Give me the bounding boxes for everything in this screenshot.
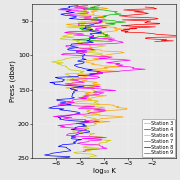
- Station 7: [80, 27, 82, 29]
- Station 3: [90, 44, 92, 47]
- Station 7: [103, 16, 105, 18]
- Station 4: [118, 15, 120, 17]
- Station 4: [157, 18, 159, 20]
- Station 4: [136, 28, 138, 30]
- Station 6: [80, 7, 82, 9]
- Line: Station 3: Station 3: [66, 7, 127, 124]
- Line: Station 6: Station 6: [52, 6, 111, 158]
- Station 4: [154, 40, 156, 42]
- Station 6: [55, 63, 58, 65]
- Station 7: [109, 14, 111, 16]
- Station 9: [100, 22, 103, 24]
- Station 8: [80, 63, 83, 65]
- Station 6: [75, 157, 78, 159]
- Station 6: [84, 4, 86, 7]
- Station 4: [144, 6, 146, 8]
- Station 4: [144, 12, 146, 14]
- Station 3: [80, 103, 83, 105]
- Station 6: [73, 36, 75, 38]
- Station 7: [92, 17, 94, 19]
- Station 3: [95, 123, 98, 125]
- Line: Station 9: Station 9: [53, 6, 145, 152]
- Station 3: [106, 67, 109, 69]
- Station 8: [52, 157, 54, 159]
- Station 7: [98, 4, 101, 7]
- Station 3: [95, 72, 98, 74]
- Station 8: [77, 4, 79, 7]
- Station 8: [75, 140, 77, 142]
- Station 3: [65, 87, 67, 89]
- Station 9: [86, 35, 89, 37]
- Station 7: [111, 40, 113, 42]
- Station 9: [65, 134, 67, 136]
- Line: Station 8: Station 8: [44, 6, 103, 158]
- Station 9: [102, 146, 104, 148]
- Line: Station 7: Station 7: [73, 6, 125, 41]
- Station 9: [87, 4, 89, 7]
- Station 8: [94, 22, 96, 25]
- Station 8: [66, 7, 68, 9]
- Station 7: [102, 15, 104, 17]
- Station 9: [118, 60, 120, 62]
- Station 4: [155, 17, 157, 19]
- Station 8: [88, 36, 90, 38]
- Station 3: [91, 6, 93, 8]
- Legend: Station 3, Station 4, Station 6, Station 7, Station 8, Station 9: Station 3, Station 4, Station 6, Station…: [142, 119, 176, 158]
- Station 6: [106, 140, 108, 142]
- Station 7: [116, 11, 118, 13]
- Station 4: [127, 16, 129, 18]
- Line: Station 4: Station 4: [119, 7, 180, 41]
- Station 6: [75, 152, 77, 154]
- Station 9: [82, 150, 84, 153]
- Station 6: [85, 22, 87, 25]
- X-axis label: log₁₀ K: log₁₀ K: [93, 168, 116, 174]
- Y-axis label: Press (dbar): Press (dbar): [10, 60, 17, 102]
- Station 3: [117, 52, 120, 54]
- Station 9: [87, 7, 89, 9]
- Station 8: [51, 152, 53, 154]
